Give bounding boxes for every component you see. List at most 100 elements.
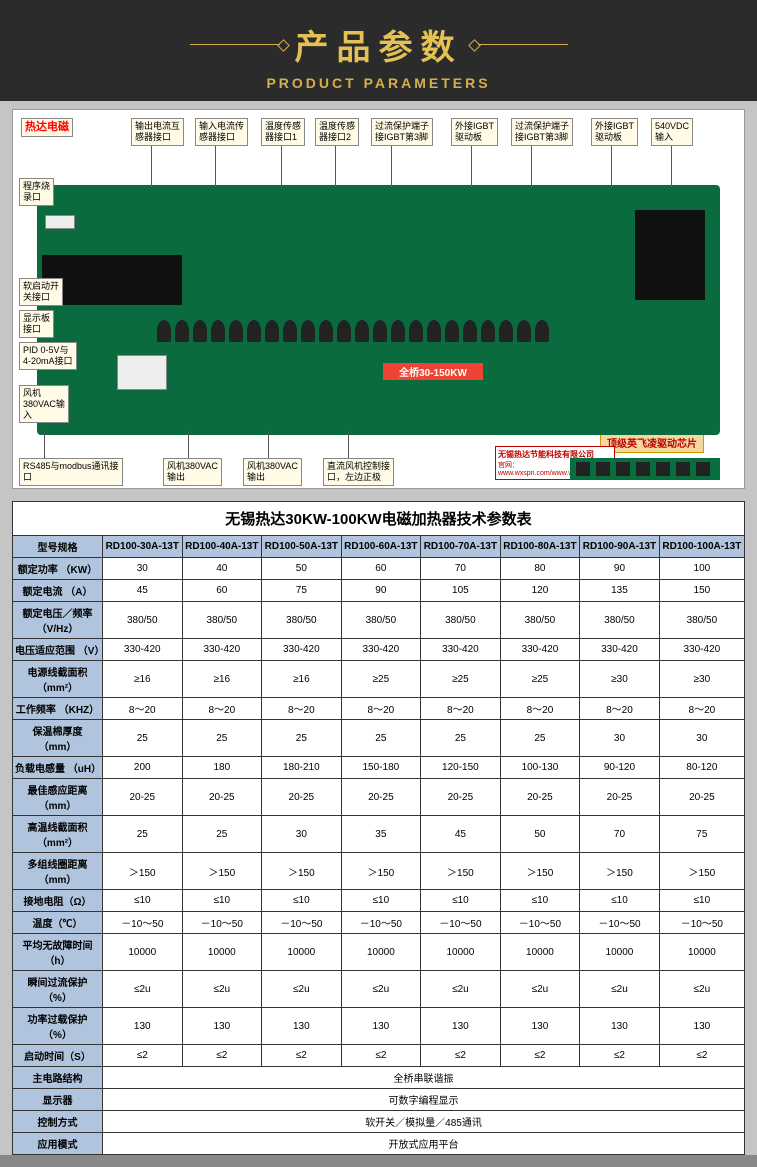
cell: ≤2 [182, 1045, 262, 1067]
row-label: 工作频率 （KHZ） [13, 698, 103, 720]
cell: 100-130 [500, 757, 580, 779]
cell: 130 [659, 1008, 744, 1045]
cell: ≤2 [659, 1045, 744, 1067]
cell: 330-420 [341, 639, 421, 661]
full-cell: 开放式应用平台 [103, 1133, 745, 1155]
cell: 25 [182, 816, 262, 853]
center-label: 全桥30-150KW [383, 363, 483, 380]
cell: 100 [659, 558, 744, 580]
cell: ≤10 [659, 890, 744, 912]
row-label: 温度（℃） [13, 912, 103, 934]
top-label: 外接IGBT 驱动板 [451, 118, 498, 146]
cell: 20-25 [500, 779, 580, 816]
top-label: 外接IGBT 驱动板 [591, 118, 638, 146]
cell: ＞150 [659, 853, 744, 890]
row-label: 额定电压／频率 （V/Hz） [13, 602, 103, 639]
cell: 30 [262, 816, 342, 853]
row-label: 负载电感量 （uH） [13, 757, 103, 779]
cell: ≤2u [341, 971, 421, 1008]
brand-label: 热达电磁 [21, 118, 73, 137]
cell: 380/50 [659, 602, 744, 639]
cell: ≤10 [182, 890, 262, 912]
left-label: PID 0-5V与 4-20mA接口 [19, 342, 77, 370]
cell: ≤2 [262, 1045, 342, 1067]
cell: ≥16 [262, 661, 342, 698]
left-label: 风机 380VAC输 入 [19, 385, 69, 423]
header: 产品参数 PRODUCT PARAMETERS [0, 0, 757, 101]
pcb-diagram: 热达电磁 输出电流互 感器接口输入电流传 感器接口温度传感 器接口1温度传感 器… [12, 109, 745, 489]
spec-table-wrap: 无锡热达30KW-100KW电磁加热器技术参数表 型号规格RD100-30A-1… [12, 501, 745, 1155]
cell: 330-420 [182, 639, 262, 661]
cell: 20-25 [341, 779, 421, 816]
row-label: 电压适应范围 （V） [13, 639, 103, 661]
cell: 330-420 [500, 639, 580, 661]
cell: ≥30 [659, 661, 744, 698]
row-label: 电源线截面积 （mm²） [13, 661, 103, 698]
model-header: RD100-80A-13T [500, 536, 580, 558]
pcb-board [37, 185, 720, 435]
orange-banner: 顶级英飞凌驱动芯片 [600, 432, 704, 453]
cell: 35 [341, 816, 421, 853]
row-label: 多组线圈距离 （mm） [13, 853, 103, 890]
cell: ≤10 [421, 890, 501, 912]
cell: ≤10 [341, 890, 421, 912]
cell: 130 [262, 1008, 342, 1045]
cell: 8～20 [580, 698, 660, 720]
cell: 75 [659, 816, 744, 853]
top-label: 输出电流互 感器接口 [131, 118, 184, 146]
table-title: 无锡热达30KW-100KW电磁加热器技术参数表 [12, 501, 745, 535]
cell: －10～50 [182, 912, 262, 934]
cell: ＞150 [341, 853, 421, 890]
cell: －10～50 [659, 912, 744, 934]
cell: －10～50 [262, 912, 342, 934]
cell: 50 [262, 558, 342, 580]
cell: 60 [341, 558, 421, 580]
cell: 150 [659, 580, 744, 602]
cell: 10000 [500, 934, 580, 971]
cell: ＞150 [421, 853, 501, 890]
cell: 105 [421, 580, 501, 602]
cell: 90 [580, 558, 660, 580]
cell: 380/50 [341, 602, 421, 639]
row-label: 功率过载保护 （%） [13, 1008, 103, 1045]
left-label: 显示板 接口 [19, 310, 54, 338]
cell: 130 [500, 1008, 580, 1045]
spec-table: 型号规格RD100-30A-13TRD100-40A-13TRD100-50A-… [12, 535, 745, 1155]
cell: 330-420 [580, 639, 660, 661]
cell: 120 [500, 580, 580, 602]
cell: 380/50 [103, 602, 183, 639]
cell: 45 [421, 816, 501, 853]
cell: 130 [421, 1008, 501, 1045]
cell: 8～20 [182, 698, 262, 720]
cell: －10～50 [500, 912, 580, 934]
cell: 8～20 [103, 698, 183, 720]
cell: 130 [182, 1008, 262, 1045]
cell: 20-25 [103, 779, 183, 816]
cell: 20-25 [262, 779, 342, 816]
cell: 130 [103, 1008, 183, 1045]
cell: 45 [103, 580, 183, 602]
cell: 130 [341, 1008, 421, 1045]
cell: 40 [182, 558, 262, 580]
cell: ＞150 [580, 853, 660, 890]
flourish-right [478, 44, 568, 45]
title-cn: 产品参数 [295, 20, 463, 69]
top-label: 温度传感 器接口2 [315, 118, 359, 146]
model-header: RD100-100A-13T [659, 536, 744, 558]
cell: 380/50 [421, 602, 501, 639]
cell: 70 [421, 558, 501, 580]
cell: ≥25 [341, 661, 421, 698]
cell: ≤2u [182, 971, 262, 1008]
cell: ≤10 [500, 890, 580, 912]
cell: ≤2u [500, 971, 580, 1008]
cell: ≥16 [103, 661, 183, 698]
cell: 30 [659, 720, 744, 757]
cell: 25 [262, 720, 342, 757]
cell: 10000 [341, 934, 421, 971]
full-cell: 软开关／模拟量／485通讯 [103, 1111, 745, 1133]
cell: 330-420 [659, 639, 744, 661]
cell: 10000 [182, 934, 262, 971]
cell: 20-25 [182, 779, 262, 816]
cell: 10000 [421, 934, 501, 971]
cell: 330-420 [103, 639, 183, 661]
